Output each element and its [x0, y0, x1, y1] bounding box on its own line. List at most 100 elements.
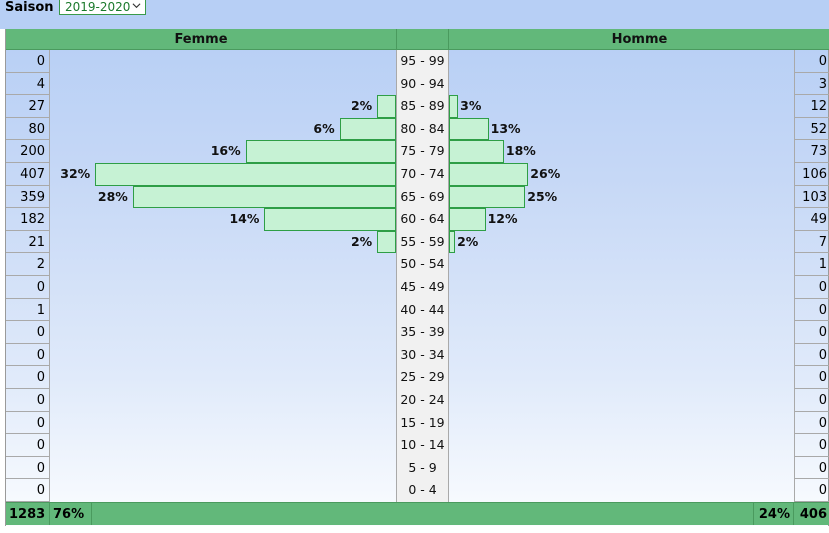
- male-count: 0: [794, 366, 829, 389]
- male-count: 1: [794, 253, 829, 276]
- male-bar: [449, 185, 526, 209]
- male-total: 406: [799, 507, 827, 522]
- male-count: 0: [794, 343, 829, 367]
- female-count: 182: [6, 208, 50, 231]
- population-pyramid: Femme Homme 95 - 99 90 - 94 85 - 89 80 - 84…: [5, 29, 829, 526]
- male-pct-label: 2%: [457, 233, 479, 249]
- female-pct-label: 16%: [210, 143, 241, 159]
- male-bar: [449, 95, 459, 118]
- female-count: 4: [6, 72, 50, 96]
- female-pct-label: 28%: [97, 188, 128, 204]
- age-label: 15 - 19: [400, 414, 445, 430]
- age-label: 0 - 4: [408, 482, 437, 498]
- female-total: 1283: [6, 503, 50, 525]
- male-pct-label: 3%: [460, 98, 482, 114]
- female-count: 0: [6, 276, 50, 299]
- male-count: 106: [794, 163, 829, 186]
- male-count: 0: [794, 456, 829, 480]
- female-bar: [95, 163, 396, 186]
- filter-bar: Saison : 2019-2020: [0, 0, 829, 29]
- age-label: 75 - 79: [400, 143, 445, 159]
- female-bar: [264, 208, 396, 231]
- female-count: 27: [6, 95, 50, 118]
- age-label: 50 - 54: [400, 256, 445, 272]
- age-label: 10 - 14: [400, 437, 445, 453]
- male-count: 0: [794, 321, 829, 344]
- female-bar: [245, 140, 396, 163]
- female-bar: [132, 185, 396, 209]
- female-count: 407: [6, 163, 50, 186]
- female-count: 0: [6, 343, 50, 367]
- male-count: 49: [794, 208, 829, 231]
- totals-row: 1283 76% 24% 406: [6, 502, 829, 525]
- male-bar: [449, 117, 489, 141]
- age-header: [396, 29, 449, 50]
- male-bar: [449, 163, 529, 186]
- male-count: 0: [794, 434, 829, 457]
- age-label: 30 - 34: [400, 346, 445, 362]
- female-pct-label: 32%: [60, 166, 91, 181]
- male-count: 0: [794, 411, 829, 435]
- male-count: 0: [794, 389, 829, 412]
- male-count: 0: [794, 50, 829, 73]
- age-label: 90 - 94: [400, 75, 445, 91]
- female-total-pct: 76%: [50, 503, 92, 525]
- female-bar: [377, 230, 396, 254]
- male-pct-label: 12%: [487, 211, 518, 227]
- season-label: Saison :: [5, 0, 64, 15]
- female-count: 0: [6, 411, 50, 435]
- female-bar: [377, 95, 396, 118]
- female-count: 359: [6, 185, 50, 209]
- male-count: 0: [794, 479, 829, 502]
- female-count: 0: [6, 389, 50, 412]
- female-pct-label: 2%: [350, 98, 373, 114]
- male-pct-label: 18%: [505, 143, 536, 159]
- male-count: 103: [794, 185, 829, 209]
- age-label: 85 - 89: [400, 98, 445, 114]
- season-select-value: 2019-2020: [65, 0, 131, 14]
- age-label: 25 - 29: [400, 369, 445, 385]
- season-select[interactable]: 2019-2020: [59, 0, 146, 15]
- female-bar: [339, 117, 396, 141]
- male-count: 12: [794, 95, 829, 118]
- female-pct-label: 6%: [313, 120, 335, 136]
- age-label: 60 - 64: [400, 211, 445, 227]
- age-label: 35 - 39: [400, 324, 445, 340]
- male-bar: [449, 140, 504, 163]
- male-pct-label: 25%: [527, 188, 558, 204]
- female-count: 0: [6, 366, 50, 389]
- male-count: 0: [794, 276, 829, 299]
- female-pct-label: 2%: [350, 233, 373, 249]
- age-label: 95 - 99: [400, 53, 445, 68]
- male-count: 52: [794, 117, 829, 141]
- age-label: 80 - 84: [400, 120, 445, 136]
- chevron-down-icon: [132, 3, 141, 9]
- age-column: 95 - 99 90 - 94 85 - 89 80 - 84 75 - 79 70 - …: [396, 50, 449, 502]
- female-pct-label: 14%: [229, 211, 260, 227]
- female-count: 200: [6, 140, 50, 163]
- age-label: 20 - 24: [400, 392, 445, 407]
- female-count: 0: [6, 479, 50, 502]
- female-count: 0: [6, 434, 50, 457]
- male-count: 7: [794, 230, 829, 254]
- male-bar: [449, 208, 486, 231]
- female-count: 0: [6, 50, 50, 73]
- female-count: 0: [6, 321, 50, 344]
- age-label: 55 - 59: [400, 233, 445, 249]
- female-count: 1: [6, 298, 50, 322]
- male-bar: [449, 230, 456, 254]
- male-count: 3: [794, 72, 829, 96]
- female-header: Femme: [6, 29, 396, 50]
- female-count: 0: [6, 456, 50, 480]
- male-total-pct: 24%: [753, 503, 794, 525]
- age-label: 70 - 74: [400, 166, 445, 181]
- age-label: 5 - 9: [408, 459, 437, 475]
- female-count: 21: [6, 230, 50, 254]
- male-count: 73: [794, 140, 829, 163]
- age-label: 45 - 49: [400, 279, 445, 294]
- male-pct-label: 26%: [530, 166, 561, 181]
- male-header: Homme: [449, 29, 829, 50]
- male-pct-label: 13%: [490, 120, 521, 136]
- male-count: 0: [794, 298, 829, 322]
- age-label: 65 - 69: [400, 188, 445, 204]
